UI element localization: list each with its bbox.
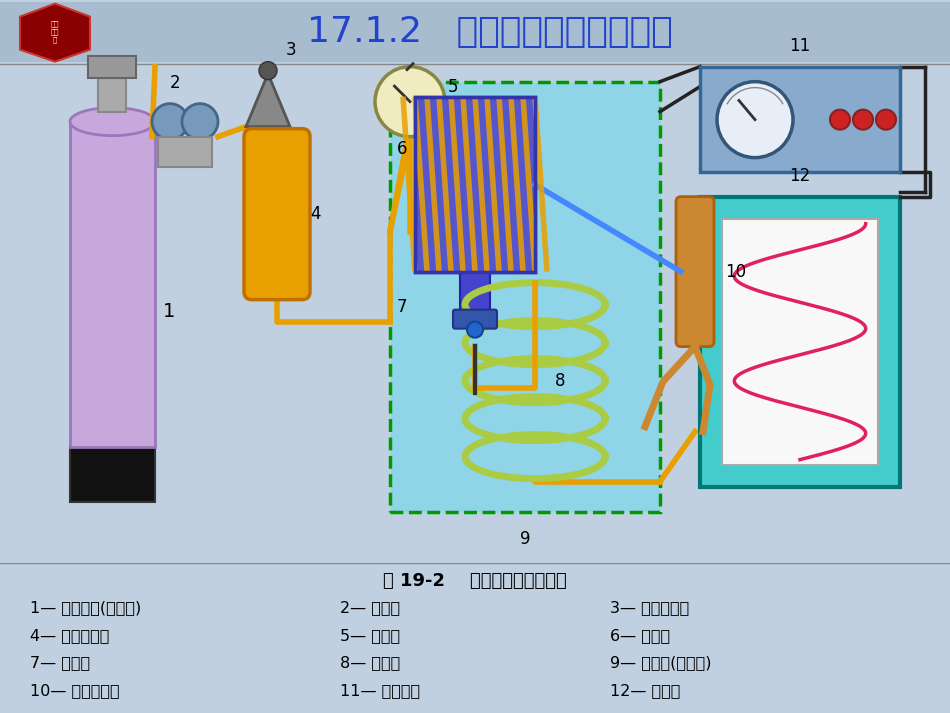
Polygon shape xyxy=(246,73,290,127)
FancyBboxPatch shape xyxy=(676,197,714,347)
Bar xyxy=(158,137,212,167)
Text: 12— 记录仪: 12— 记录仪 xyxy=(610,684,680,699)
Bar xyxy=(390,81,660,512)
Text: 10: 10 xyxy=(725,262,746,281)
Circle shape xyxy=(717,81,793,158)
Text: 6— 热导池: 6— 热导池 xyxy=(610,627,670,642)
Text: 5: 5 xyxy=(448,78,459,96)
Bar xyxy=(415,97,535,272)
Circle shape xyxy=(152,103,188,140)
Bar xyxy=(722,219,878,465)
Text: 9— 恒温箱(虚线内): 9— 恒温箱(虚线内) xyxy=(610,655,712,671)
Circle shape xyxy=(467,322,483,338)
Text: 2: 2 xyxy=(170,73,180,92)
Circle shape xyxy=(259,61,277,80)
Text: 9: 9 xyxy=(520,530,530,548)
Ellipse shape xyxy=(70,108,155,135)
Text: 8: 8 xyxy=(555,371,565,389)
Circle shape xyxy=(853,110,873,130)
Bar xyxy=(700,197,900,487)
Text: 11— 测量电桥: 11— 测量电桥 xyxy=(340,684,420,699)
Circle shape xyxy=(182,103,218,140)
Bar xyxy=(460,272,490,317)
Bar xyxy=(0,1,950,61)
Text: 17.1.2   气相色谱仪的一般流程: 17.1.2 气相色谱仪的一般流程 xyxy=(307,15,673,48)
Text: 7— 进样口: 7— 进样口 xyxy=(30,655,90,671)
Text: 4: 4 xyxy=(310,205,320,223)
Circle shape xyxy=(876,110,896,130)
Text: 2— 减压阀: 2— 减压阀 xyxy=(340,600,400,615)
Circle shape xyxy=(375,66,445,137)
Text: 10— 皂膜流量计: 10— 皂膜流量计 xyxy=(30,684,120,699)
FancyBboxPatch shape xyxy=(244,128,310,299)
Text: 3— 气流调节阀: 3— 气流调节阀 xyxy=(610,600,690,615)
Text: 11: 11 xyxy=(789,36,810,55)
Text: 4— 净化干燥管: 4— 净化干燥管 xyxy=(30,627,109,642)
FancyBboxPatch shape xyxy=(453,309,497,329)
Circle shape xyxy=(830,110,850,130)
Bar xyxy=(700,66,900,172)
Text: 3: 3 xyxy=(286,41,296,58)
Text: 12: 12 xyxy=(789,167,810,185)
Text: 6: 6 xyxy=(396,140,407,158)
Text: 温州
医学
院: 温州 医学 院 xyxy=(50,21,59,43)
Text: 1: 1 xyxy=(163,302,176,321)
Text: 8— 色谱柱: 8— 色谱柱 xyxy=(340,655,400,671)
Polygon shape xyxy=(20,4,90,61)
Text: 1— 高压气瓶(载气源): 1— 高压气瓶(载气源) xyxy=(30,600,142,615)
Bar xyxy=(98,73,126,112)
Bar xyxy=(70,122,155,446)
Bar xyxy=(70,446,155,502)
Text: 7: 7 xyxy=(396,297,407,316)
Text: 图 19-2    气相色谱流程示意图: 图 19-2 气相色谱流程示意图 xyxy=(383,573,567,590)
Text: 5— 压力表: 5— 压力表 xyxy=(340,627,400,642)
Bar xyxy=(88,56,136,78)
Bar xyxy=(415,97,535,272)
